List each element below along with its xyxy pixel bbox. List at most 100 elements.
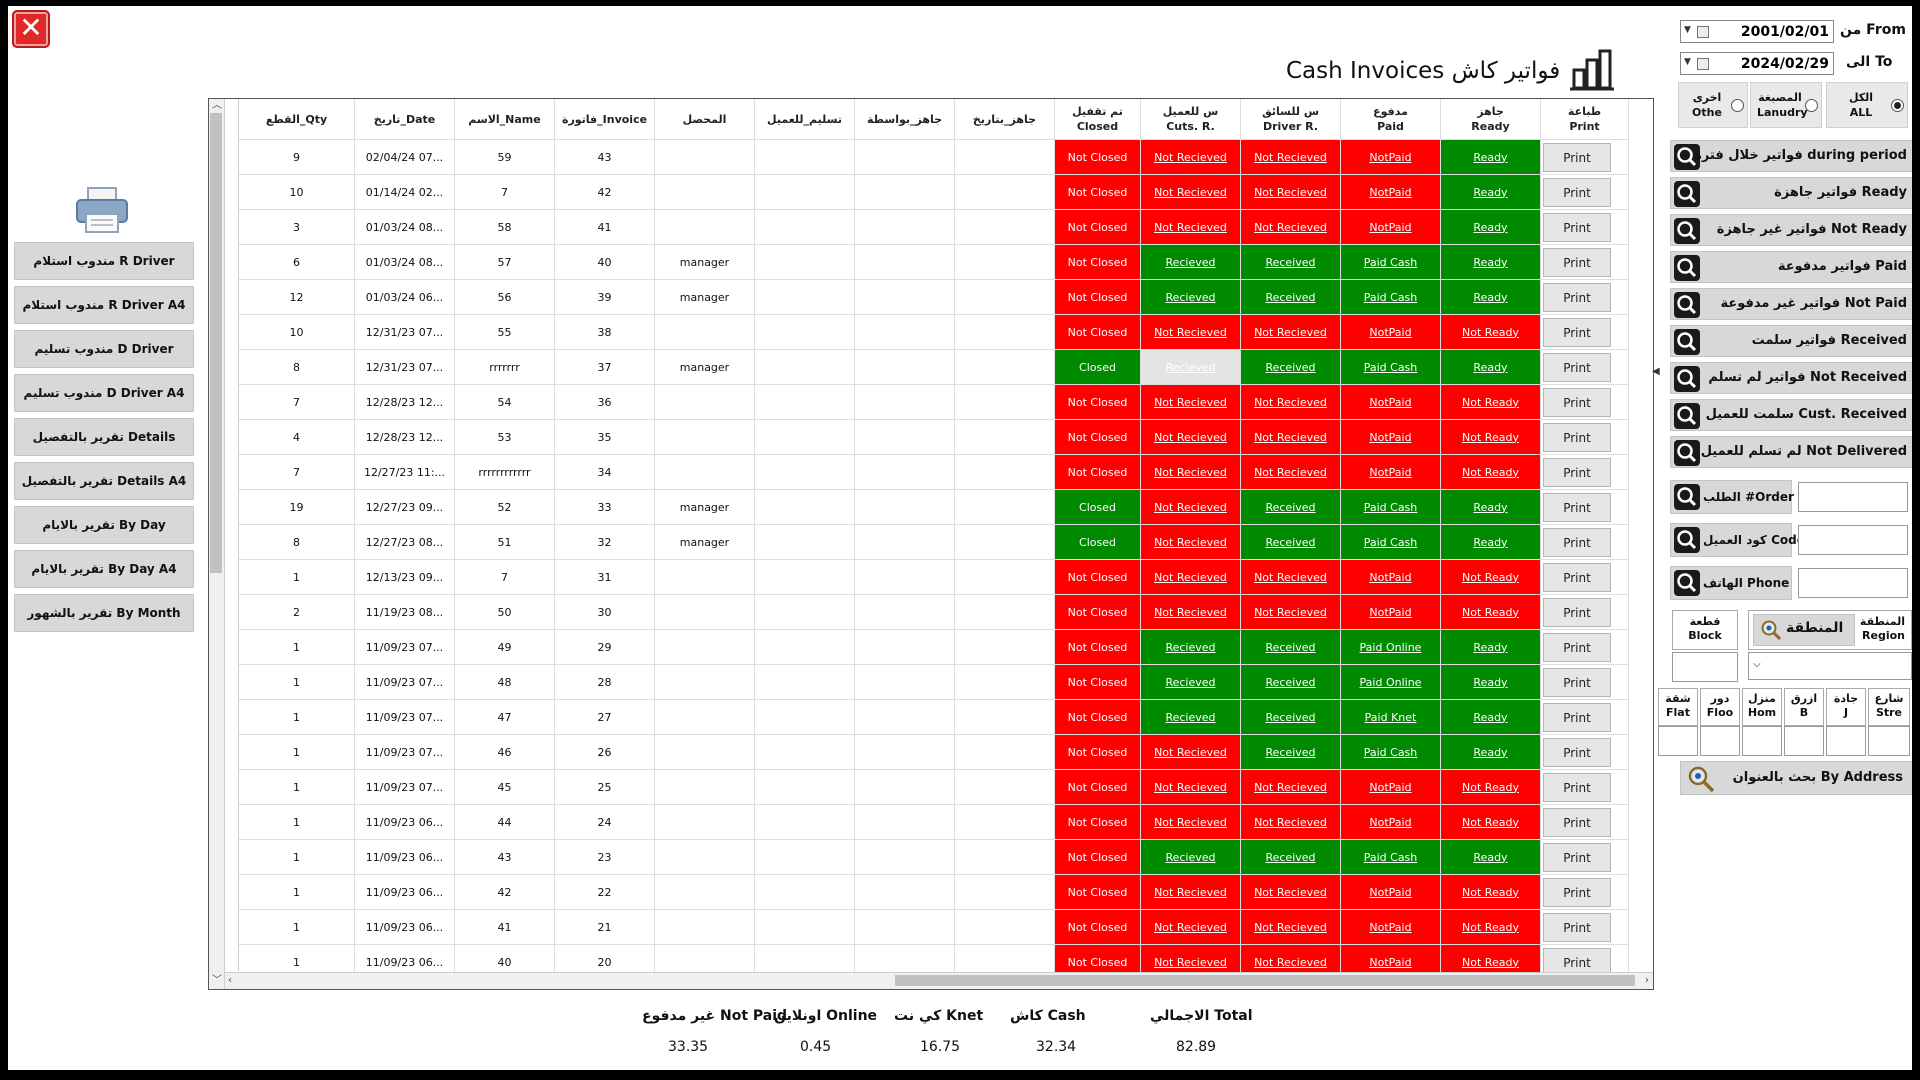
cell-closed[interactable]: Not Closed: [1055, 560, 1141, 595]
cell-driver-r[interactable]: Received: [1241, 245, 1341, 280]
cell-driver-r[interactable]: Not Recieved: [1241, 560, 1341, 595]
table-row[interactable]: Print Ready Paid Cash Received Recieved Not C…: [209, 280, 1629, 315]
column-header-ready-by[interactable]: جاهز_بواسطة: [855, 99, 955, 140]
cell-closed[interactable]: Not Closed: [1055, 910, 1141, 945]
cell-paid[interactable]: NotPaid: [1341, 315, 1441, 350]
cell-cust-r[interactable]: Not Recieved: [1141, 770, 1241, 805]
cell-closed[interactable]: Not Closed: [1055, 770, 1141, 805]
search-field-input[interactable]: [1798, 482, 1908, 512]
filter-button[interactable]: فواتير غير جاهزة Not Ready: [1670, 214, 1912, 246]
cell-closed[interactable]: Not Closed: [1055, 455, 1141, 490]
address-part-input[interactable]: [1700, 726, 1740, 756]
print-button[interactable]: Print: [1543, 318, 1611, 347]
report-button[interactable]: تقرير بالشهور By Month: [14, 594, 194, 632]
cell-paid[interactable]: Paid Cash: [1341, 245, 1441, 280]
print-button[interactable]: Print: [1543, 388, 1611, 417]
cell-cust-r[interactable]: Not Recieved: [1141, 455, 1241, 490]
cell-ready[interactable]: Ready: [1441, 280, 1541, 315]
cell-closed[interactable]: Not Closed: [1055, 420, 1141, 455]
region-button[interactable]: المنطقة: [1753, 614, 1855, 646]
column-header-ready-date[interactable]: جاهز_بتاريخ: [955, 99, 1055, 140]
report-button[interactable]: مندوب تسليم D Driver: [14, 330, 194, 368]
table-row[interactable]: Print Ready Paid Cash Received Recieved Not C…: [209, 840, 1629, 875]
table-row[interactable]: Print Not Ready NotPaid Not Recieved Not Rec…: [209, 455, 1629, 490]
scroll-right-icon[interactable]: ›: [1645, 975, 1649, 986]
print-button[interactable]: Print: [1543, 248, 1611, 277]
print-button[interactable]: Print: [1543, 563, 1611, 592]
cell-closed[interactable]: Not Closed: [1055, 735, 1141, 770]
cell-ready[interactable]: Ready: [1441, 210, 1541, 245]
to-date-picker[interactable]: ▼ 2024/02/29: [1680, 52, 1834, 75]
cell-paid[interactable]: Paid Online: [1341, 665, 1441, 700]
cell-ready[interactable]: Not Ready: [1441, 560, 1541, 595]
cell-paid[interactable]: NotPaid: [1341, 560, 1441, 595]
table-row[interactable]: Print Ready Paid Cash Received Not Recieved N…: [209, 735, 1629, 770]
cell-cust-r[interactable]: Not Recieved: [1141, 210, 1241, 245]
cell-closed[interactable]: Closed: [1055, 490, 1141, 525]
cell-driver-r[interactable]: Not Recieved: [1241, 420, 1341, 455]
cell-paid[interactable]: Paid Cash: [1341, 840, 1441, 875]
table-row[interactable]: Print Ready Paid Cash Received Not Recieved C…: [209, 525, 1629, 560]
chevron-down-icon[interactable]: ▼: [1684, 25, 1691, 35]
filter-button[interactable]: فواتير لم تسلم Not Received: [1670, 362, 1912, 394]
print-button[interactable]: Print: [1543, 913, 1611, 942]
cell-paid[interactable]: Paid Cash: [1341, 735, 1441, 770]
cell-ready[interactable]: Ready: [1441, 490, 1541, 525]
cell-closed[interactable]: Not Closed: [1055, 140, 1141, 175]
table-row[interactable]: Print Ready NotPaid Not Recieved Not Recieve…: [209, 140, 1629, 175]
cell-paid[interactable]: NotPaid: [1341, 875, 1441, 910]
search-field-button[interactable]: الطلب #Order: [1670, 480, 1794, 514]
cell-cust-r[interactable]: Not Recieved: [1141, 875, 1241, 910]
region-select[interactable]: ⌵: [1748, 652, 1912, 680]
radio-button[interactable]: [1731, 99, 1744, 112]
cell-closed[interactable]: Not Closed: [1055, 280, 1141, 315]
cell-closed[interactable]: Not Closed: [1055, 595, 1141, 630]
date-checkbox[interactable]: [1697, 26, 1709, 38]
close-button[interactable]: ✕: [12, 10, 50, 48]
scroll-up-icon[interactable]: ︿: [212, 100, 222, 111]
cell-ready[interactable]: Ready: [1441, 525, 1541, 560]
cell-driver-r[interactable]: Received: [1241, 525, 1341, 560]
cell-driver-r[interactable]: Not Recieved: [1241, 175, 1341, 210]
table-row[interactable]: Print Not Ready NotPaid Not Recieved Not Rec…: [209, 385, 1629, 420]
cell-ready[interactable]: Ready: [1441, 245, 1541, 280]
print-button[interactable]: Print: [1543, 773, 1611, 802]
cell-driver-r[interactable]: Not Recieved: [1241, 210, 1341, 245]
column-header-ready[interactable]: جاهز Ready: [1441, 99, 1541, 140]
cell-driver-r[interactable]: Received: [1241, 350, 1341, 385]
cell-paid[interactable]: NotPaid: [1341, 805, 1441, 840]
filter-button[interactable]: لم تسلم للعميل Not Delivered: [1670, 436, 1912, 468]
cell-cust-r[interactable]: Recieved: [1141, 280, 1241, 315]
filter-button[interactable]: فواتير جاهزة Ready: [1670, 177, 1912, 209]
cell-cust-r[interactable]: Recieved: [1141, 245, 1241, 280]
cell-paid[interactable]: NotPaid: [1341, 770, 1441, 805]
cell-driver-r[interactable]: Not Recieved: [1241, 770, 1341, 805]
cell-closed[interactable]: Not Closed: [1055, 210, 1141, 245]
address-part-input[interactable]: [1868, 726, 1910, 756]
cell-closed[interactable]: Not Closed: [1055, 245, 1141, 280]
address-part-input[interactable]: [1658, 726, 1698, 756]
address-part-input[interactable]: [1784, 726, 1824, 756]
table-row[interactable]: Print Not Ready NotPaid Not Recieved Not Rec…: [209, 770, 1629, 805]
column-header-qty[interactable]: القطع_Qty: [239, 99, 355, 140]
horizontal-scrollbar[interactable]: ‹ ›: [225, 972, 1653, 989]
cell-paid[interactable]: NotPaid: [1341, 210, 1441, 245]
filter-button[interactable]: فواتير غير مدفوعة Not Paid: [1670, 288, 1912, 320]
cell-closed[interactable]: Closed: [1055, 525, 1141, 560]
cell-cust-r[interactable]: Recieved: [1141, 350, 1241, 385]
cell-driver-r[interactable]: Received: [1241, 665, 1341, 700]
filter-radio[interactable]: الكل ALL: [1826, 82, 1908, 128]
table-row[interactable]: Print Ready NotPaid Not Recieved Not Recieve…: [209, 175, 1629, 210]
cell-ready[interactable]: Ready: [1441, 735, 1541, 770]
scroll-left-icon[interactable]: ‹: [228, 975, 232, 986]
print-button[interactable]: Print: [1543, 878, 1611, 907]
cell-ready[interactable]: Ready: [1441, 665, 1541, 700]
cell-paid[interactable]: NotPaid: [1341, 455, 1441, 490]
cell-ready[interactable]: Ready: [1441, 630, 1541, 665]
cell-cust-r[interactable]: Recieved: [1141, 630, 1241, 665]
cell-paid[interactable]: Paid Cash: [1341, 525, 1441, 560]
cell-cust-r[interactable]: Not Recieved: [1141, 385, 1241, 420]
cell-paid[interactable]: Paid Knet: [1341, 700, 1441, 735]
report-button[interactable]: مندوب استلام R Driver: [14, 242, 194, 280]
cell-driver-r[interactable]: Received: [1241, 490, 1341, 525]
